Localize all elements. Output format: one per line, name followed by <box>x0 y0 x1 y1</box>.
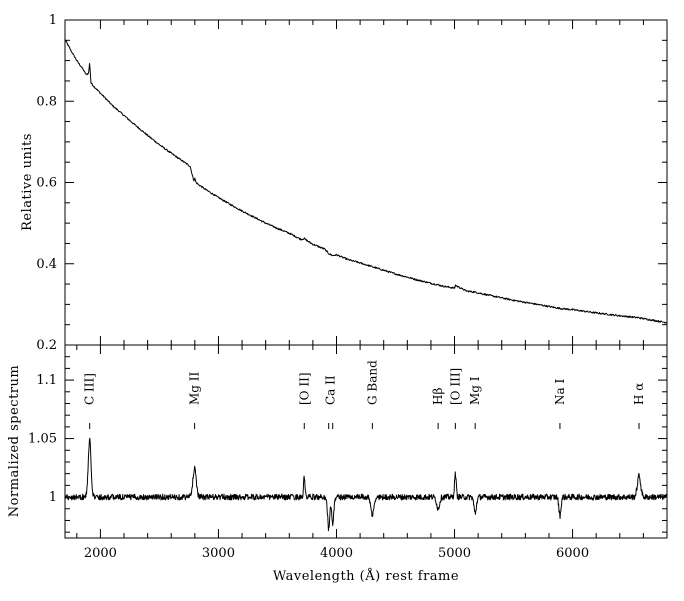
bottom-ticks <box>65 345 668 538</box>
top-y-tick-label: 0.6 <box>36 176 57 191</box>
x-tick-label: 2000 <box>84 546 117 561</box>
x-tick-label: 4000 <box>320 546 353 561</box>
spectral-line-label: Mg I <box>468 376 482 405</box>
top-panel: 0.2 0.4 0.6 0.8 1 Relative units <box>20 13 668 353</box>
top-y-tick-label: 1 <box>49 13 57 28</box>
spectral-line-label: Hβ <box>431 388 445 405</box>
spectral-line-label: Ca II <box>324 375 338 405</box>
bottom-y-tick-labels: 1 1.05 1.1 <box>28 373 57 505</box>
bottom-x-tick-labels: 2000 3000 4000 5000 6000 <box>84 546 589 561</box>
top-y-tick-labels: 0.2 0.4 0.6 0.8 1 <box>36 13 57 353</box>
top-spectrum-line <box>64 39 668 324</box>
bottom-y-tick-label: 1.1 <box>36 373 57 388</box>
bottom-y-axis-label: Normalized spectrum <box>7 365 22 517</box>
top-y-tick-label: 0.2 <box>36 338 57 353</box>
x-tick-label: 3000 <box>202 546 235 561</box>
x-tick-label: 6000 <box>556 546 589 561</box>
top-y-tick-label: 0.4 <box>36 257 57 272</box>
bottom-y-tick-label: 1 <box>49 490 57 505</box>
spectral-line-label: [O II] <box>297 373 311 406</box>
x-tick-label: 5000 <box>438 546 471 561</box>
spectral-line-label: Mg II <box>188 371 202 405</box>
spectral-line-label: Na I <box>553 379 567 405</box>
top-y-tick-label: 0.8 <box>36 94 57 109</box>
spectral-line-labels: C III] Mg II [O II] Ca II G Band Hβ [O III] Mg … <box>83 360 646 429</box>
x-axis-label: Wavelength (Å) rest frame <box>273 568 459 584</box>
top-ticks <box>65 19 668 346</box>
spectral-line-label: [O III] <box>448 368 462 405</box>
spectral-line-label: H α <box>632 383 646 405</box>
spectral-line-label: G Band <box>365 360 379 405</box>
top-plot-frame <box>64 19 668 346</box>
spectral-line-label: C III] <box>83 373 97 405</box>
bottom-plot-frame <box>64 344 668 539</box>
bottom-panel: 1 1.05 1.1 2000 3000 4000 5000 6000 C III] Mg I… <box>7 344 668 584</box>
normalized-spectrum-line <box>64 437 668 532</box>
bottom-y-tick-label: 1.05 <box>28 432 57 447</box>
top-y-axis-label: Relative units <box>20 133 35 231</box>
